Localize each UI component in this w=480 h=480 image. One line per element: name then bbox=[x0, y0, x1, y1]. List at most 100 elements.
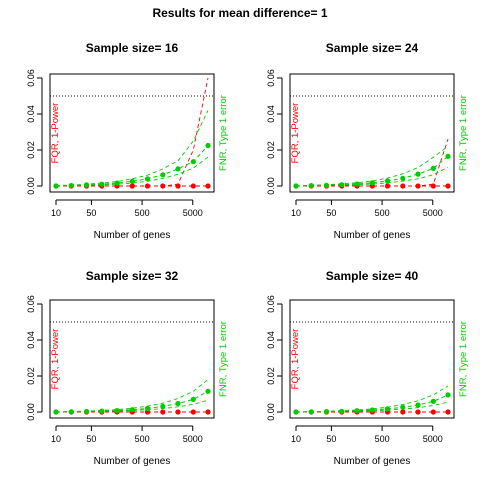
data-point bbox=[445, 153, 451, 159]
data-point bbox=[68, 409, 74, 415]
plot-frame bbox=[49, 73, 215, 193]
data-point bbox=[190, 159, 196, 165]
data-point bbox=[99, 408, 105, 414]
x-axis-title: Number of genes bbox=[94, 230, 171, 241]
data-point bbox=[430, 165, 436, 171]
y-tick-label: 0.02 bbox=[26, 367, 36, 385]
data-point bbox=[160, 183, 166, 189]
data-point bbox=[445, 409, 451, 415]
data-point bbox=[114, 408, 120, 414]
series-line bbox=[295, 394, 449, 413]
data-point bbox=[175, 183, 181, 189]
data-point bbox=[384, 183, 391, 189]
y-axis-title-left: FQR, 1-Power bbox=[290, 329, 301, 390]
data-point bbox=[323, 409, 330, 415]
data-point bbox=[205, 183, 211, 189]
data-point bbox=[339, 182, 345, 188]
panel-title: Sample size= 24 bbox=[326, 41, 419, 55]
data-point bbox=[129, 407, 135, 413]
data-point bbox=[53, 183, 59, 189]
band-upper-line bbox=[55, 110, 209, 187]
x-tick-label: 10 bbox=[51, 208, 61, 218]
data-point bbox=[354, 181, 360, 187]
y-tick-label: 0.00 bbox=[266, 403, 276, 421]
plot-frame bbox=[49, 299, 215, 419]
band-upper-line bbox=[56, 77, 209, 187]
x-axis-title: Number of genes bbox=[94, 456, 171, 467]
y-axis-title-left: FQR, 1-Power bbox=[50, 103, 61, 164]
data-point bbox=[293, 183, 299, 189]
data-point bbox=[369, 180, 375, 186]
band-lower-line bbox=[296, 401, 449, 413]
data-point bbox=[430, 398, 436, 404]
figure-title: Results for mean difference= 1 bbox=[152, 6, 327, 20]
data-point bbox=[323, 182, 330, 188]
y-tick-label: 0.00 bbox=[26, 177, 36, 195]
data-point bbox=[205, 142, 211, 149]
panel-title: Sample size= 32 bbox=[86, 269, 179, 283]
x-tick-label: 5000 bbox=[183, 434, 203, 444]
y-tick-label: 0.02 bbox=[266, 367, 276, 385]
band-upper-line bbox=[296, 139, 449, 187]
data-point bbox=[160, 403, 166, 409]
data-point bbox=[190, 183, 196, 189]
y-axis-title-right: FNR, Type 1 error bbox=[458, 321, 469, 397]
data-point bbox=[430, 409, 436, 415]
panel-title: Sample size= 40 bbox=[326, 269, 419, 283]
series-line bbox=[295, 155, 449, 187]
data-point bbox=[430, 183, 436, 189]
data-point bbox=[400, 183, 406, 189]
series-line bbox=[55, 145, 209, 187]
data-point bbox=[53, 409, 59, 415]
y-tick-label: 0.06 bbox=[26, 295, 36, 313]
data-point bbox=[190, 409, 196, 415]
x-tick-label: 50 bbox=[326, 434, 336, 444]
band-lower-line bbox=[56, 399, 209, 413]
data-point bbox=[293, 409, 299, 415]
y-axis-title-left: FQR, 1-Power bbox=[290, 103, 301, 164]
chart-panel-3: Sample size= 32 10 50 500 5000 Number of gene… bbox=[26, 269, 229, 467]
data-point bbox=[129, 183, 135, 189]
y-tick-label: 0.06 bbox=[266, 295, 276, 313]
data-point bbox=[445, 183, 451, 189]
band-upper-line bbox=[55, 379, 209, 413]
data-point bbox=[68, 182, 74, 189]
data-point bbox=[400, 404, 406, 410]
y-axis-title-left: FQR, 1-Power bbox=[50, 329, 61, 390]
band-lower-line bbox=[55, 156, 209, 187]
x-axis-title: Number of genes bbox=[334, 456, 411, 467]
data-point bbox=[144, 405, 151, 411]
y-tick-label: 0.00 bbox=[26, 403, 36, 421]
x-tick-label: 500 bbox=[135, 434, 150, 444]
data-point bbox=[129, 178, 135, 184]
data-point bbox=[308, 183, 314, 189]
data-point bbox=[354, 408, 360, 414]
chart-panel-2: Sample size= 24 10 50 500 5000 Number of gene… bbox=[266, 41, 469, 241]
y-tick-label: 0.06 bbox=[266, 69, 276, 87]
x-axis-title: Number of genes bbox=[334, 230, 411, 241]
y-tick-label: 0.04 bbox=[266, 331, 276, 349]
data-point bbox=[384, 406, 391, 412]
plot-frame bbox=[289, 73, 455, 193]
x-tick-label: 50 bbox=[86, 208, 96, 218]
y-tick-label: 0.02 bbox=[266, 141, 276, 159]
y-tick-label: 0.04 bbox=[26, 331, 36, 349]
y-tick-label: 0.00 bbox=[266, 177, 276, 195]
y-tick-label: 0.04 bbox=[26, 105, 36, 123]
x-tick-label: 500 bbox=[375, 434, 390, 444]
data-point bbox=[445, 392, 451, 398]
data-point bbox=[205, 388, 211, 394]
plot-frame bbox=[289, 299, 455, 419]
series-line bbox=[55, 390, 209, 413]
data-point bbox=[190, 396, 196, 402]
x-tick-label: 5000 bbox=[183, 208, 203, 218]
x-tick-label: 10 bbox=[291, 208, 301, 218]
y-axis-title-right: FNR, Type 1 error bbox=[458, 95, 469, 171]
x-tick-label: 500 bbox=[135, 208, 150, 218]
data-point bbox=[369, 407, 375, 413]
data-point bbox=[415, 183, 421, 189]
x-tick-label: 10 bbox=[51, 434, 61, 444]
y-tick-label: 0.02 bbox=[26, 141, 36, 159]
data-point bbox=[175, 166, 181, 172]
data-point bbox=[114, 180, 120, 186]
